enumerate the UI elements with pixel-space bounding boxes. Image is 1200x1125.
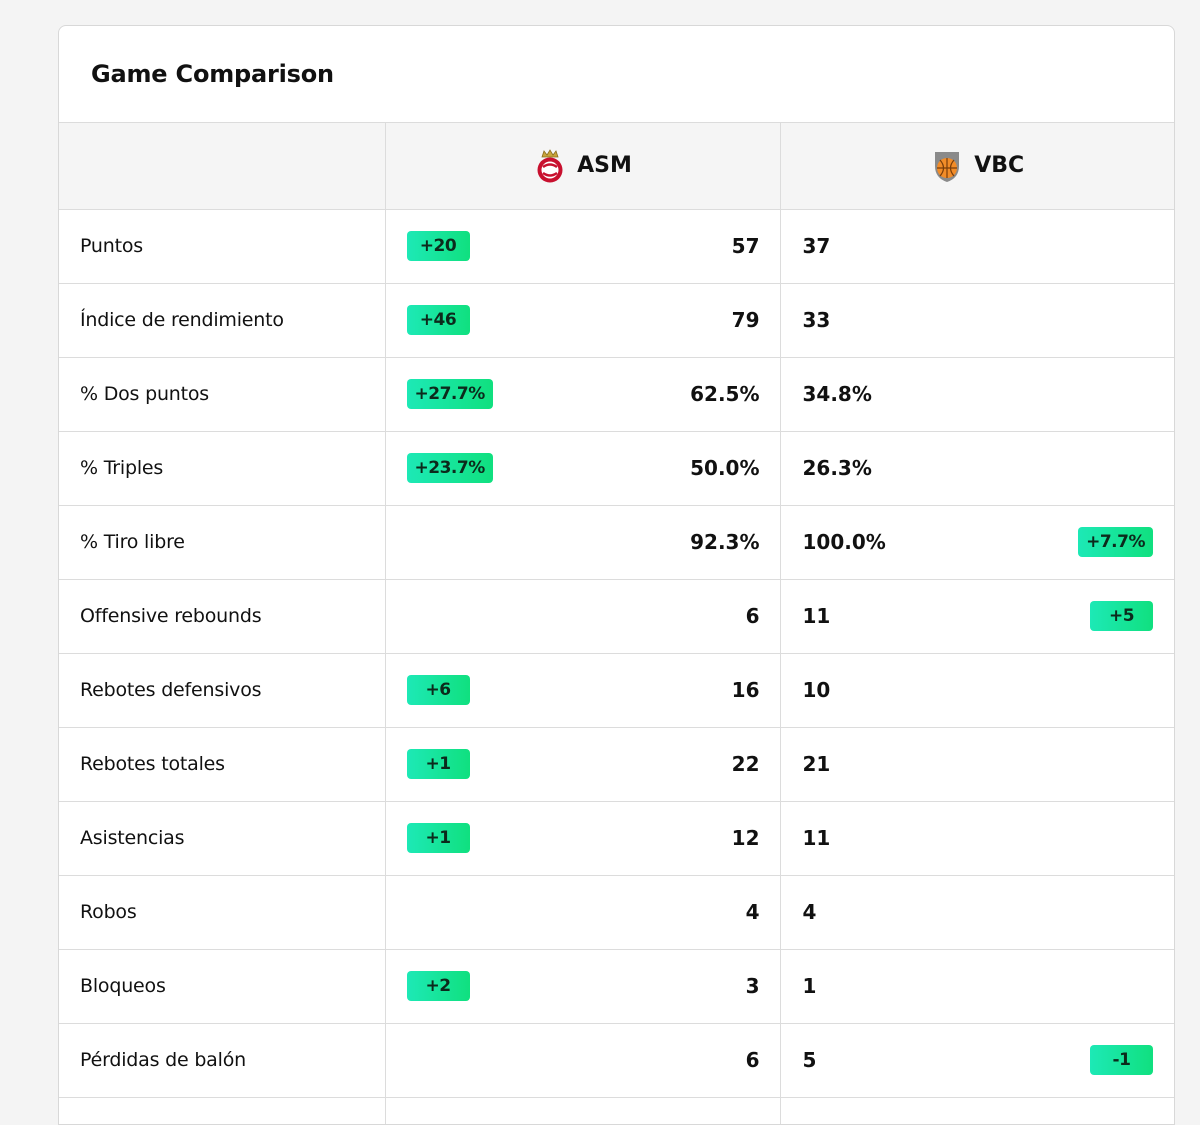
away-value: 34.8%: [802, 382, 872, 406]
home-value: 62.5%: [690, 382, 760, 406]
home-value-cell: +1 22: [384, 727, 780, 802]
away-value: 26.3%: [802, 456, 872, 480]
header-empty-cell: [59, 123, 385, 210]
stat-label: Puntos: [59, 209, 385, 284]
home-value-cell: +2 3: [384, 949, 780, 1024]
home-diff-badge: +1: [406, 749, 470, 779]
home-value: 6: [745, 1048, 760, 1072]
stat-label: Robos: [59, 875, 385, 950]
away-value-cell: 5 -1: [779, 1023, 1174, 1098]
team-home-abbr: ASM: [577, 153, 632, 179]
home-diff-badge: +1: [406, 823, 470, 853]
home-value-cell: 4: [384, 875, 780, 950]
stat-label: Asistencias: [59, 801, 385, 876]
card-title: Game Comparison: [91, 60, 334, 88]
table-row: Puntos +20 57 37: [59, 209, 1174, 284]
team-away-abbr: VBC: [974, 153, 1025, 179]
table-row: Índice de rendimiento +46 79 33: [59, 283, 1174, 358]
away-value: 33: [802, 308, 831, 332]
home-diff-badge: +6: [406, 675, 470, 705]
stat-label: Pérdidas de balón: [59, 1023, 385, 1098]
home-value-cell: 92.3%: [384, 505, 780, 580]
away-value-cell: 100.0% +7.7%: [779, 505, 1174, 580]
home-value: 50.0%: [690, 456, 760, 480]
home-diff-badge: +23.7%: [406, 453, 493, 483]
away-value-cell: 21: [779, 727, 1174, 802]
table-row: Offensive rebounds 6 11 +5: [59, 579, 1174, 654]
home-value: 79: [731, 308, 760, 332]
away-value: 10: [802, 678, 831, 702]
home-value-cell: +6 16: [384, 653, 780, 728]
table-row-partial: [59, 1097, 1174, 1124]
home-value-cell: +20 57: [384, 209, 780, 284]
home-diff-badge: +20: [406, 231, 470, 261]
stat-label: Índice de rendimiento: [59, 283, 385, 358]
home-diff-badge: +2: [406, 971, 470, 1001]
away-diff-badge: +7.7%: [1078, 527, 1153, 557]
header-team-away: VBC: [779, 123, 1174, 210]
away-value: 100.0%: [802, 530, 886, 554]
away-value-cell: 4: [779, 875, 1174, 950]
away-value: 11: [802, 604, 831, 628]
away-value-cell: 26.3%: [779, 431, 1174, 506]
home-value: 22: [731, 752, 760, 776]
home-value: 57: [731, 234, 760, 258]
home-value-cell: +27.7% 62.5%: [384, 357, 780, 432]
home-diff-badge: +46: [406, 305, 470, 335]
home-diff-badge: +27.7%: [406, 379, 493, 409]
away-diff-badge: -1: [1090, 1045, 1153, 1075]
table-row: Bloqueos +2 3 1: [59, 949, 1174, 1024]
home-value: 12: [731, 826, 760, 850]
home-value: 6: [745, 604, 760, 628]
away-value-cell: 33: [779, 283, 1174, 358]
stat-label: % Tiro libre: [59, 505, 385, 580]
table-row: Rebotes totales +1 22 21: [59, 727, 1174, 802]
home-value-cell: +1 12: [384, 801, 780, 876]
home-value-cell: +23.7% 50.0%: [384, 431, 780, 506]
header-team-home: ASM: [384, 123, 780, 210]
away-value-cell: 11 +5: [779, 579, 1174, 654]
stat-label: Rebotes defensivos: [59, 653, 385, 728]
away-value-cell: 34.8%: [779, 357, 1174, 432]
comparison-table: ASM VBC Pu: [59, 123, 1174, 1124]
home-value: 16: [731, 678, 760, 702]
away-value: 4: [802, 900, 817, 924]
stat-label: Offensive rebounds: [59, 579, 385, 654]
table-row: Robos 4 4: [59, 875, 1174, 950]
away-value: 5: [802, 1048, 817, 1072]
stat-label: Rebotes totales: [59, 727, 385, 802]
home-value-cell: +46 79: [384, 283, 780, 358]
home-value: 4: [745, 900, 760, 924]
away-value-cell: 11: [779, 801, 1174, 876]
stat-label: Bloqueos: [59, 949, 385, 1024]
table-row: % Triples +23.7% 50.0% 26.3%: [59, 431, 1174, 506]
table-row: Rebotes defensivos +6 16 10: [59, 653, 1174, 728]
away-value: 37: [802, 234, 831, 258]
table-header-row: ASM VBC: [59, 123, 1174, 210]
away-value-cell: 1: [779, 949, 1174, 1024]
away-value: 11: [802, 826, 831, 850]
away-value: 21: [802, 752, 831, 776]
away-value-cell: 37: [779, 209, 1174, 284]
table-row: % Dos puntos +27.7% 62.5% 34.8%: [59, 357, 1174, 432]
away-value-cell: 10: [779, 653, 1174, 728]
home-value-cell: 6: [384, 579, 780, 654]
home-value: 92.3%: [690, 530, 760, 554]
table-row: Asistencias +1 12 11: [59, 801, 1174, 876]
home-value: 3: [745, 974, 760, 998]
stat-label: % Dos puntos: [59, 357, 385, 432]
card-header: Game Comparison: [59, 26, 1174, 123]
table-row: Pérdidas de balón 6 5 -1: [59, 1023, 1174, 1098]
vbc-crest-icon: [935, 151, 960, 182]
away-value: 1: [802, 974, 817, 998]
stat-label: % Triples: [59, 431, 385, 506]
game-comparison-card: Game Comparison ASM: [58, 25, 1175, 1125]
home-value-cell: 6: [384, 1023, 780, 1098]
asm-crest-icon: [537, 148, 563, 183]
table-row: % Tiro libre 92.3% 100.0% +7.7%: [59, 505, 1174, 580]
away-diff-badge: +5: [1090, 601, 1153, 631]
